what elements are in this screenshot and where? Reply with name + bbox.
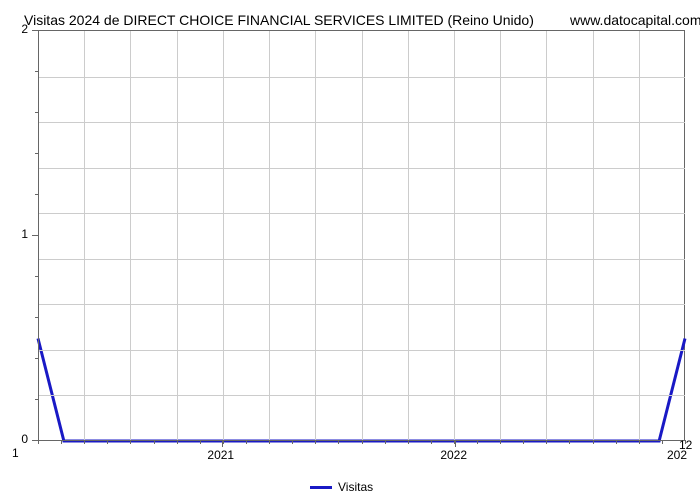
chart-title-right: www.datocapital.com — [570, 12, 700, 28]
x-minor-tick — [292, 440, 293, 444]
x-minor-tick — [200, 440, 201, 444]
x-minor-tick — [177, 440, 178, 444]
x-minor-tick — [362, 440, 363, 444]
x-minor-tick — [385, 440, 386, 444]
x-tick-label: 2021 — [207, 448, 234, 462]
grid-vertical — [177, 31, 178, 441]
x-minor-tick — [315, 440, 316, 444]
grid-vertical — [315, 31, 316, 441]
legend-label: Visitas — [338, 480, 373, 494]
y-minor-tick — [35, 276, 38, 277]
grid-horizontal — [38, 77, 685, 78]
x-minor-tick — [130, 440, 131, 444]
x-minor-tick — [154, 440, 155, 444]
grid-vertical — [362, 31, 363, 441]
grid-vertical — [84, 31, 85, 441]
grid-vertical — [130, 31, 131, 441]
x-right-sub-label: 202 — [667, 448, 687, 462]
grid-horizontal — [38, 395, 685, 396]
grid-horizontal — [38, 304, 685, 305]
x-minor-tick — [408, 440, 409, 444]
grid-vertical — [408, 31, 409, 441]
x-minor-tick — [616, 440, 617, 444]
y-tick — [32, 235, 38, 236]
grid-horizontal — [38, 350, 685, 351]
x-minor-tick — [84, 440, 85, 444]
legend-swatch — [310, 486, 332, 489]
x-tick — [222, 440, 223, 447]
chart-title-left: Visitas 2024 de DIRECT CHOICE FINANCIAL … — [24, 12, 534, 28]
y-tick-label: 1 — [8, 227, 28, 241]
x-minor-tick — [477, 440, 478, 444]
grid-vertical — [639, 31, 640, 441]
y-tick — [32, 30, 38, 31]
grid-horizontal — [38, 122, 685, 123]
x-tick-label: 2022 — [440, 448, 467, 462]
x-minor-tick — [593, 440, 594, 444]
chart-root: Visitas 2024 de DIRECT CHOICE FINANCIAL … — [0, 0, 700, 500]
grid-horizontal — [38, 213, 685, 214]
x-minor-tick — [38, 440, 39, 444]
y-minor-tick — [35, 112, 38, 113]
x-minor-tick — [546, 440, 547, 444]
y-minor-tick — [35, 317, 38, 318]
y-tick-label: 0 — [8, 432, 28, 446]
grid-vertical — [454, 31, 455, 441]
y-minor-tick — [35, 194, 38, 195]
plot-area — [38, 30, 685, 440]
x-minor-tick — [662, 440, 663, 444]
x-minor-tick — [338, 440, 339, 444]
grid-vertical — [593, 31, 594, 441]
y-tick-label: 2 — [8, 22, 28, 36]
x-minor-tick — [61, 440, 62, 444]
x-minor-tick — [269, 440, 270, 444]
grid-vertical — [269, 31, 270, 441]
y-minor-tick — [35, 358, 38, 359]
y-minor-tick — [35, 153, 38, 154]
grid-vertical — [223, 31, 224, 441]
x-minor-tick — [523, 440, 524, 444]
grid-horizontal — [38, 259, 685, 260]
y-minor-tick — [35, 399, 38, 400]
x-minor-tick — [639, 440, 640, 444]
y-minor-tick — [35, 71, 38, 72]
x-minor-tick — [569, 440, 570, 444]
x-tick — [455, 440, 456, 447]
y-axis — [38, 30, 39, 440]
legend: Visitas — [310, 480, 373, 494]
grid-vertical — [500, 31, 501, 441]
grid-vertical — [546, 31, 547, 441]
x-minor-tick — [246, 440, 247, 444]
x-minor-tick — [431, 440, 432, 444]
x-minor-tick — [107, 440, 108, 444]
grid-horizontal — [38, 168, 685, 169]
x-minor-tick — [500, 440, 501, 444]
y-corner-label: 1 — [12, 446, 19, 460]
